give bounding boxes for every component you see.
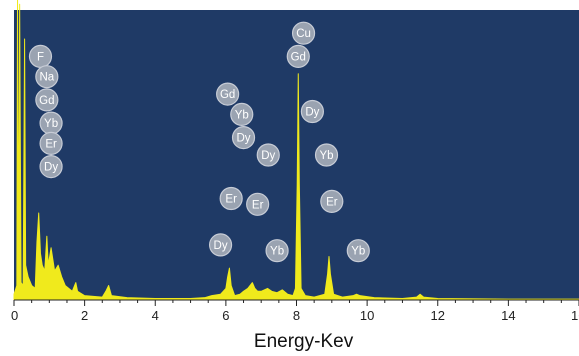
peak-label-text: Er [252,199,264,211]
peak-label-text: Er [326,196,338,208]
peak-label-bubble [216,82,240,106]
peak-label-bubble [300,99,324,124]
peak-label: Gd [35,88,59,112]
peak-label: F [28,44,53,69]
x-tick-label: 14 [501,308,515,323]
peak-label-bubble [320,189,344,213]
x-tick-label: 16 [571,308,579,323]
peak-label: Gd [286,44,310,69]
peak-label: Er [39,131,63,155]
peak-label: Yb [314,143,339,167]
peak-label-text: Yb [351,246,365,258]
peak-label: Dy [300,99,324,124]
x-tick-label: 0 [11,308,18,323]
peak-label-text: Dy [44,162,58,174]
peak-label-text: Er [225,194,237,206]
peak-label-text: Gd [220,89,235,101]
peak-label-bubble [39,155,63,179]
peak-label-bubble [265,239,289,263]
peak-label-text: Dy [305,107,319,119]
peak-label-bubble [230,102,254,127]
peak-label-bubble [346,239,370,263]
peak-label-bubble [256,143,280,167]
peak-label: Gd [216,82,240,106]
peak-label-bubble [291,21,316,45]
peak-label: Dy [208,233,233,257]
x-tick-label: 2 [81,308,88,323]
peak-label: Dy [256,143,280,167]
peak-label: Er [246,192,270,216]
peak-label-bubble [286,44,310,69]
peak-label-text: Gd [39,95,54,107]
peak-label-bubble [314,143,339,167]
peak-label-text: Na [39,72,54,84]
peak-label-text: Er [45,138,57,150]
peak-label-text: Gd [291,51,306,63]
peak-label-text: Yb [319,150,333,162]
peak-label-text: Yb [270,246,284,258]
peak-label-text: Yb [235,109,249,121]
peak-label-bubble [231,126,256,150]
peak-label-text: Dy [237,133,251,145]
peak-label-bubble [208,233,233,257]
peak-label: Er [219,186,243,211]
peak-label-text: F [37,51,44,63]
peak-label: Yb [39,111,63,135]
peak-label-text: Dy [214,240,228,252]
peak-label-bubble [219,186,243,211]
peak-label: Er [320,189,344,213]
x-tick-label: 6 [222,308,229,323]
peak-label: Yb [230,102,254,127]
peak-label: Dy [39,155,63,179]
x-tick-label: 12 [431,308,445,323]
peak-label-bubble [39,131,63,155]
peak-label-bubble [35,88,59,112]
peak-label: Yb [346,239,370,263]
x-axis-title: Energy-Kev [254,331,354,352]
spectrum-series-0 [13,0,579,301]
x-tick-label: 4 [152,308,159,323]
peak-label: Na [35,65,59,89]
peak-label-bubble [35,65,59,89]
peak-label-text: Yb [44,118,58,130]
x-tick-label: 8 [293,308,300,323]
peak-label-bubble [246,192,270,216]
peak-label-text: Cu [296,28,311,40]
spectrum-layer [13,0,579,301]
x-tick-label: 10 [360,308,374,323]
peak-label: Dy [231,126,256,150]
peak-label-text: Dy [261,150,275,162]
x-axis: 0 2 4 6 8 10 12 14 16 [11,299,579,323]
peak-label: Cu [291,21,316,45]
peak-label: Yb [265,239,289,263]
